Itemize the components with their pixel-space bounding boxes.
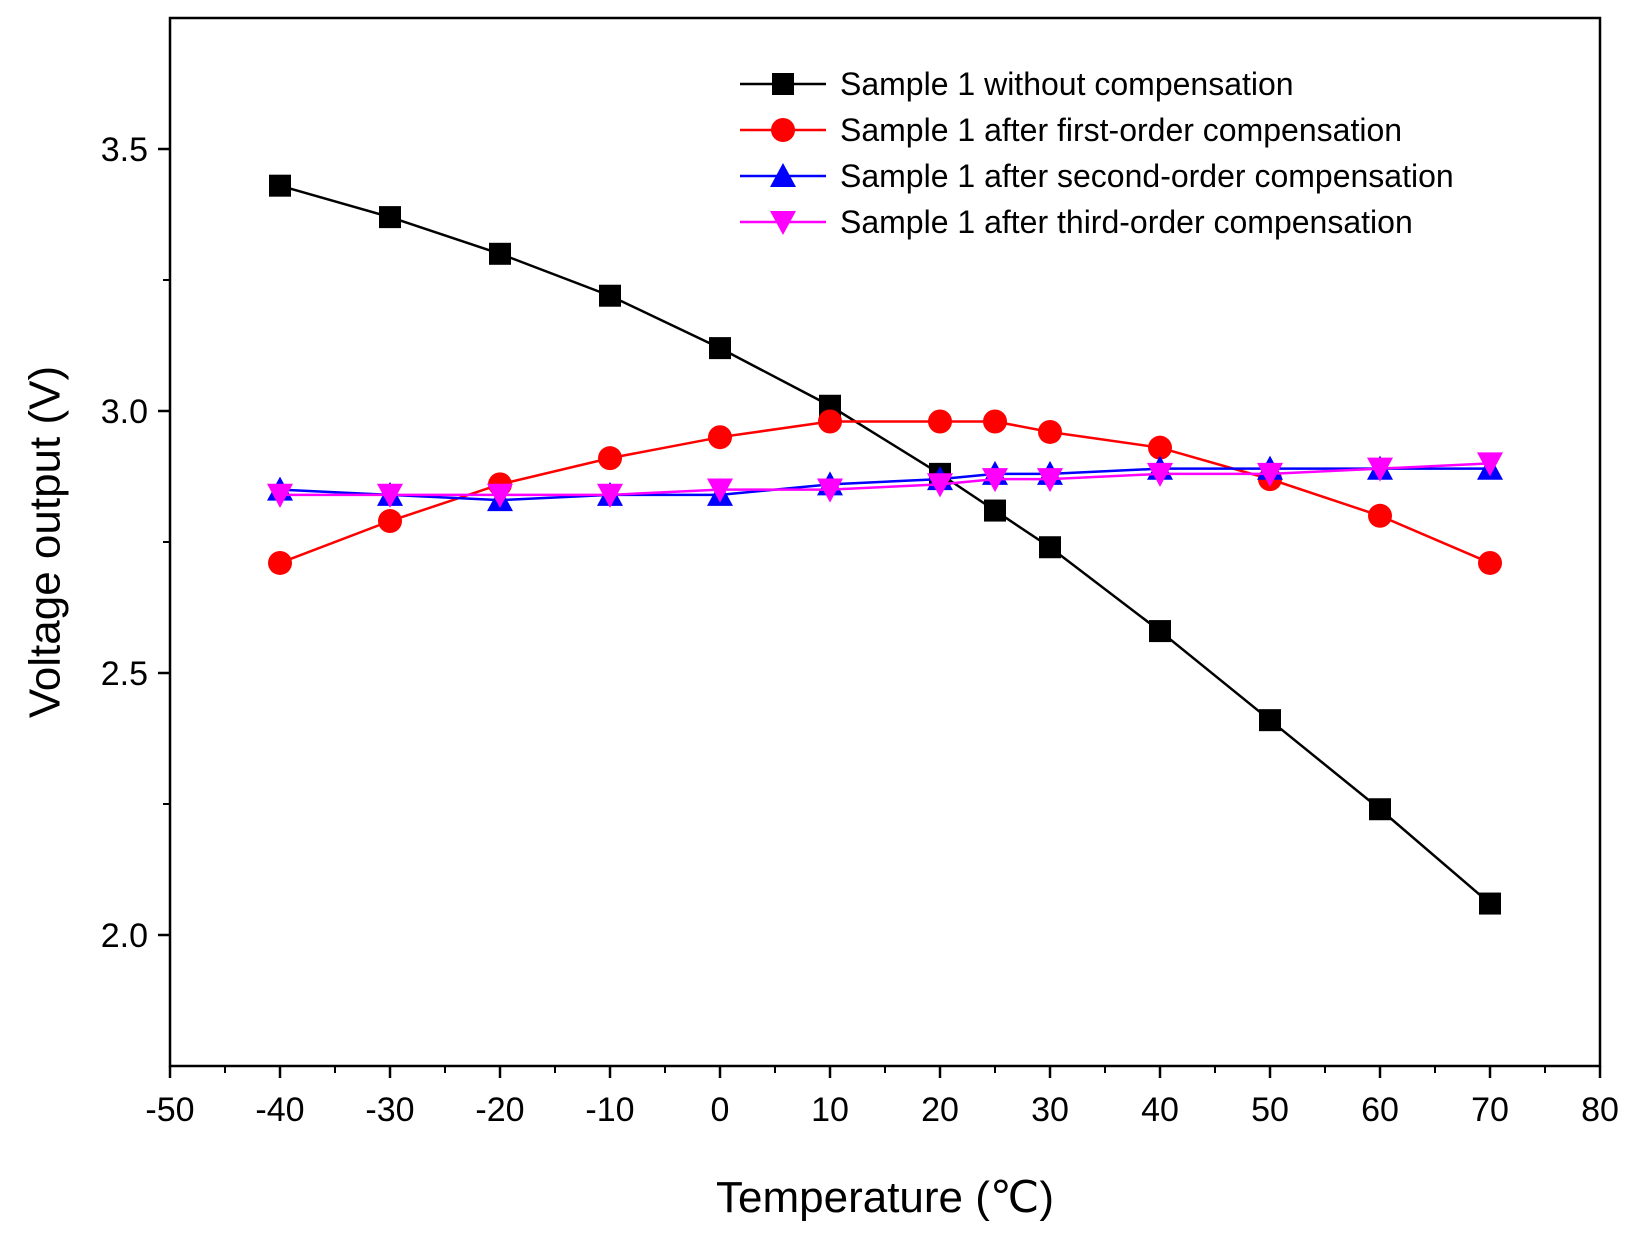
legend-marker	[772, 73, 794, 95]
data-point	[379, 206, 401, 229]
legend-item: Sample 1 after third-order compensation	[740, 204, 1413, 240]
data-point	[1259, 709, 1281, 732]
x-tick-label: 40	[1141, 1091, 1179, 1129]
data-point	[928, 409, 952, 434]
data-point	[982, 468, 1008, 493]
data-point	[598, 446, 622, 471]
data-point	[1479, 892, 1501, 915]
data-point	[489, 242, 511, 265]
legend-marker	[770, 163, 796, 188]
data-point	[708, 425, 732, 450]
data-point	[269, 174, 291, 197]
data-point	[983, 409, 1007, 434]
legend-marker	[770, 210, 796, 235]
x-tick-label: -40	[255, 1091, 304, 1129]
data-point	[1369, 798, 1391, 821]
data-point	[927, 473, 953, 498]
data-point	[599, 284, 621, 307]
data-point	[1368, 503, 1392, 528]
data-point	[1037, 468, 1063, 493]
data-point	[377, 483, 403, 508]
legend-label: Sample 1 after third-order compensation	[840, 204, 1413, 240]
x-tick-label: -20	[475, 1091, 524, 1129]
legend-label: Sample 1 after second-order compensation	[840, 158, 1454, 194]
data-point	[984, 499, 1006, 522]
data-point	[1039, 536, 1061, 559]
data-point	[267, 483, 293, 508]
series-layer	[267, 174, 1503, 915]
y-tick-label: 3.0	[101, 393, 148, 431]
ticks-layer: -50 -40 -30 -20 -10 0 10 20 30 40 50 60 70 80 2.0 2.5 3.…	[101, 131, 1619, 1129]
x-tick-label: -10	[585, 1091, 634, 1129]
data-point	[818, 409, 842, 434]
data-point	[1148, 435, 1172, 460]
x-tick-label: 60	[1361, 1091, 1399, 1129]
x-tick-label: 0	[711, 1091, 730, 1129]
data-point	[1478, 550, 1502, 575]
data-point	[707, 478, 733, 503]
series-2	[268, 409, 1502, 575]
x-tick-label: 70	[1471, 1091, 1509, 1129]
data-point	[817, 478, 843, 503]
series-line	[279, 420, 1491, 565]
x-tick-label: 80	[1581, 1091, 1619, 1129]
series-1	[269, 174, 1501, 915]
data-point	[1038, 419, 1062, 444]
x-tick-label: -50	[145, 1091, 194, 1129]
series-3	[267, 455, 1503, 512]
legend-item: Sample 1 after second-order compensation	[740, 158, 1454, 194]
legend-item: Sample 1 without compensation	[740, 66, 1294, 102]
data-point	[1147, 462, 1173, 487]
legend-label: Sample 1 without compensation	[840, 66, 1294, 102]
series-line	[279, 184, 1491, 905]
data-point	[1257, 462, 1283, 487]
x-tick-label: 30	[1031, 1091, 1069, 1129]
x-axis-title: Temperature (℃)	[716, 1173, 1054, 1222]
data-point	[597, 483, 623, 508]
y-tick-label: 2.5	[101, 655, 148, 693]
y-axis-title: Voltage output (V)	[21, 366, 70, 718]
series-4	[267, 452, 1503, 508]
legend-label: Sample 1 after first-order compensation	[840, 112, 1402, 148]
x-tick-label: 10	[811, 1091, 849, 1129]
x-tick-label: 50	[1251, 1091, 1289, 1129]
y-tick-label: 2.0	[101, 917, 148, 955]
data-point	[268, 550, 292, 575]
legend: Sample 1 without compensation Sample 1 af…	[740, 66, 1454, 240]
data-point	[378, 509, 402, 534]
legend-marker	[771, 118, 795, 142]
data-point	[1367, 457, 1393, 482]
x-tick-label: 20	[921, 1091, 959, 1129]
data-point	[1477, 452, 1503, 477]
x-tick-label: -30	[365, 1091, 414, 1129]
y-tick-label: 3.5	[101, 131, 148, 169]
data-point	[1149, 620, 1171, 643]
data-point	[487, 483, 513, 508]
legend-item: Sample 1 after first-order compensation	[740, 112, 1402, 148]
data-point	[709, 337, 731, 360]
